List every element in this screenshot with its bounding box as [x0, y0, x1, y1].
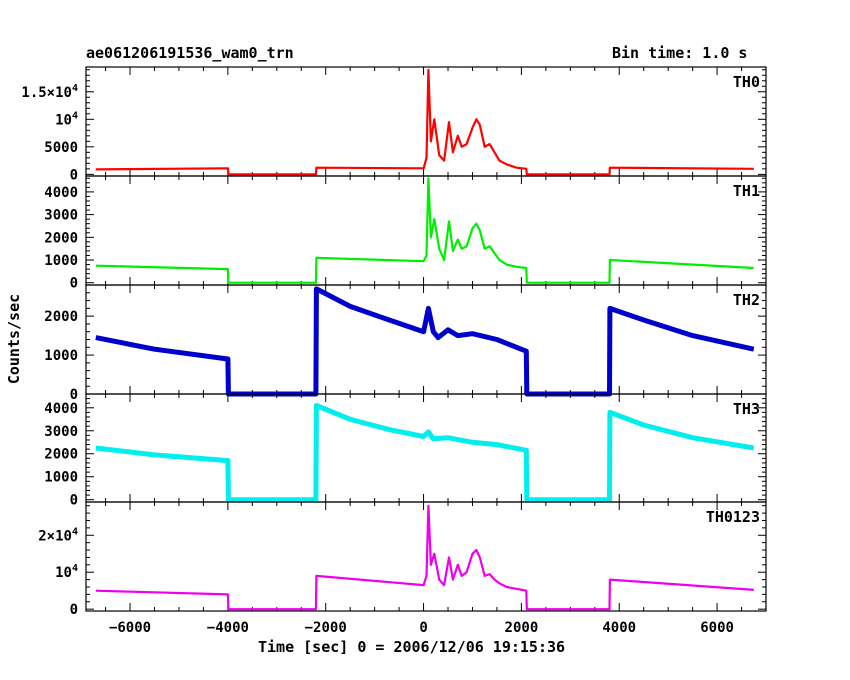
bin-time-label: Bin time: 1.0 s — [612, 44, 748, 62]
x-tick-label: −4000 — [207, 620, 249, 636]
x-tick-label: 2000 — [505, 620, 539, 636]
x-tick-label: 0 — [419, 620, 427, 636]
y-tick-label: 0 — [70, 387, 78, 403]
series-line-th0 — [95, 68, 754, 176]
x-tick-label: −6000 — [109, 620, 151, 636]
y-tick-label: 2×104 — [38, 526, 78, 544]
y-tick-label: 1000 — [44, 470, 78, 486]
y-tick-label: 2000 — [44, 309, 78, 325]
y-tick-label: 0 — [70, 493, 78, 509]
y-tick-label: 4000 — [44, 185, 78, 201]
y-axis-label: Counts/sec — [5, 293, 23, 385]
panel-frame-th2 — [85, 284, 767, 395]
series-name-th0123: TH0123 — [706, 508, 760, 526]
x-tick-label: −2000 — [305, 620, 347, 636]
series-name-th1: TH1 — [733, 182, 760, 200]
y-tick-label: 4000 — [44, 401, 78, 417]
y-tick-label: 104 — [55, 563, 78, 581]
y-tick-label: 1.5×104 — [21, 83, 78, 101]
series-name-th2: TH2 — [733, 291, 760, 309]
y-tick-label: 0 — [70, 167, 78, 183]
y-tick-label: 104 — [55, 110, 78, 128]
x-axis-label: Time [sec] 0 = 2006/12/06 19:15:36 — [258, 638, 566, 656]
panel-frame-th0123 — [85, 501, 767, 612]
y-tick-label: 2000 — [44, 447, 78, 463]
series-line-th2 — [95, 286, 755, 397]
y-tick-label: 2000 — [44, 230, 78, 246]
panel-frame-th3 — [85, 393, 767, 503]
y-tick-label: 3000 — [44, 424, 78, 440]
y-tick-label: 1000 — [44, 253, 78, 269]
y-tick-label: 5000 — [44, 140, 78, 156]
series-name-th0: TH0 — [733, 73, 760, 91]
series-line-th0123 — [95, 504, 754, 611]
series-line-th1 — [95, 177, 754, 284]
y-tick-label: 3000 — [44, 208, 78, 224]
y-tick-label: 0 — [70, 276, 78, 292]
x-tick-label: 6000 — [700, 620, 734, 636]
y-tick-label: 0 — [70, 602, 78, 618]
series-name-th3: TH3 — [733, 400, 760, 418]
x-tick-label: 4000 — [602, 620, 636, 636]
series-line-th3 — [95, 403, 755, 503]
chart-title: ae061206191536_wam0_trn — [86, 44, 294, 62]
y-tick-label: 1000 — [44, 348, 78, 364]
